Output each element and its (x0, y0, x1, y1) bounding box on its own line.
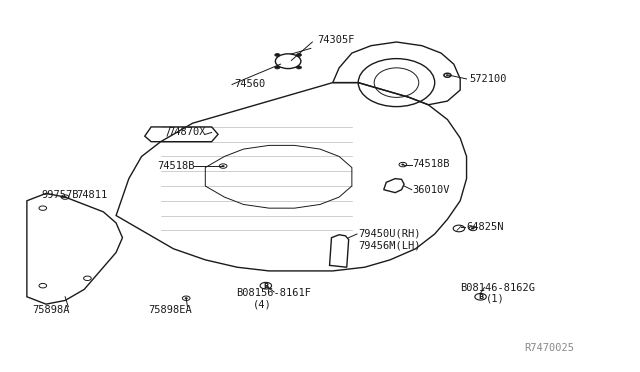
Text: B08156-8161F: B08156-8161F (236, 288, 311, 298)
Text: B: B (478, 294, 483, 300)
Text: 74870X: 74870X (168, 128, 206, 138)
Ellipse shape (401, 164, 404, 165)
Text: (1): (1) (486, 294, 504, 304)
Ellipse shape (275, 66, 280, 69)
Text: 74811: 74811 (77, 190, 108, 200)
Text: (4): (4) (253, 299, 272, 309)
Text: 75898A: 75898A (32, 305, 70, 315)
Ellipse shape (446, 74, 449, 76)
Text: 64825N: 64825N (467, 222, 504, 232)
Text: 79450U(RH): 79450U(RH) (358, 229, 420, 239)
Text: 74560: 74560 (234, 80, 265, 89)
Text: 75898EA: 75898EA (148, 305, 192, 315)
Text: 99757B: 99757B (41, 190, 78, 200)
Text: 74305F: 74305F (317, 35, 355, 45)
Text: 79456M(LH): 79456M(LH) (358, 240, 420, 250)
Ellipse shape (222, 165, 225, 167)
Ellipse shape (296, 54, 301, 57)
Ellipse shape (275, 54, 280, 57)
Text: 74518B: 74518B (157, 161, 195, 171)
Text: 572100: 572100 (470, 74, 508, 84)
Text: R7470025: R7470025 (524, 343, 574, 353)
Ellipse shape (472, 228, 474, 229)
Text: 74518B: 74518B (412, 159, 450, 169)
Text: B08146-8162G: B08146-8162G (460, 283, 535, 292)
Ellipse shape (296, 66, 301, 69)
Text: B: B (263, 283, 268, 289)
Ellipse shape (185, 298, 188, 299)
Text: 36010V: 36010V (412, 185, 450, 195)
Ellipse shape (64, 196, 67, 198)
